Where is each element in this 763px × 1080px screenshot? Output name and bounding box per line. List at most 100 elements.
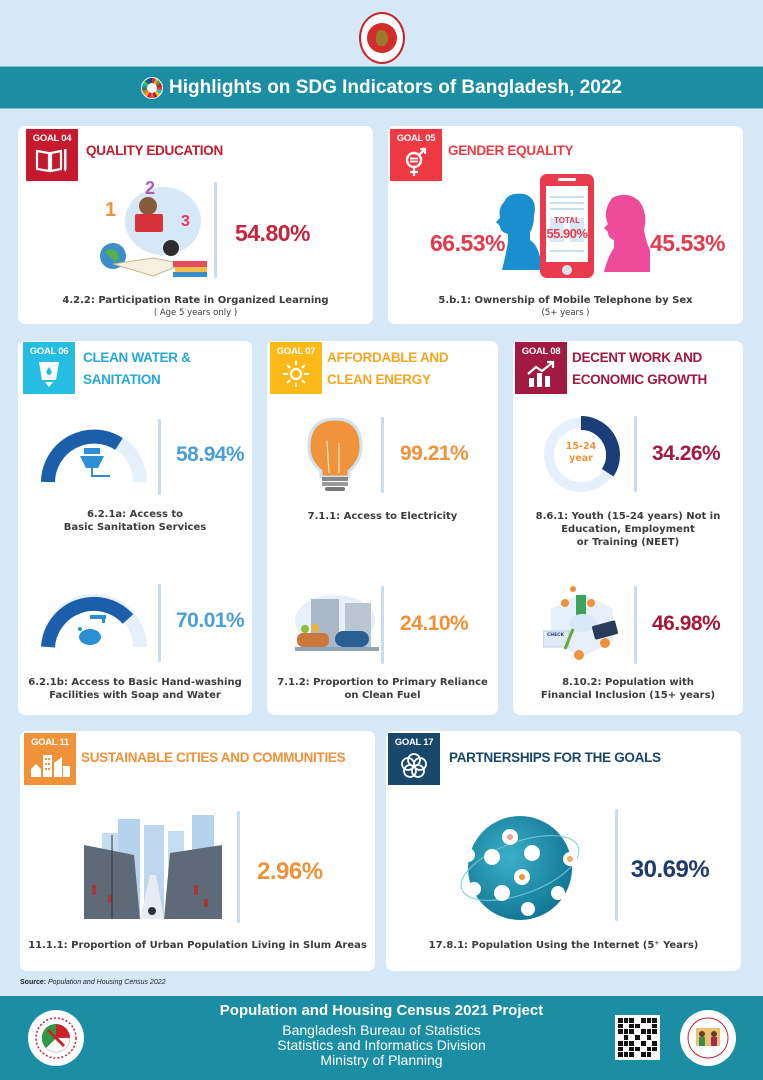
indicator-label: or Training (NEET) <box>576 537 680 548</box>
internet-value: 30.69% <box>630 856 710 883</box>
title-line: CLEAN ENERGY <box>327 372 431 387</box>
bbs-logo <box>28 1010 84 1066</box>
footer-line-2: Statistics and Informatics Division <box>277 1037 486 1053</box>
sanitation-gauge <box>41 429 147 483</box>
sdg-wheel-icon <box>141 76 164 99</box>
neet-caption: 8.6.1: Youth (15-24 years) Not in Educat… <box>513 510 743 549</box>
children-reading-illustration: 1 2 3 <box>100 178 207 277</box>
total-label: TOTAL <box>554 216 580 225</box>
government-emblem-logo <box>359 12 405 64</box>
indicator-label: Education, Employment <box>561 524 695 535</box>
svg-text:1: 1 <box>105 199 116 221</box>
internet-globe-illustration <box>460 816 580 920</box>
divider <box>615 809 618 921</box>
indicator-code: 6.2.1b: <box>28 677 68 688</box>
goal-06-number: GOAL 06 <box>29 346 69 357</box>
slum-caption: 11.1.1: Proportion of Urban Population L… <box>20 939 375 952</box>
indicator-label: Population Using the Internet (5⁺ Years) <box>471 940 699 951</box>
ring-label: 15-24 year <box>541 441 621 465</box>
goal-06-badge: GOAL 06 <box>23 342 75 394</box>
goal-08-badge: GOAL 08 <box>515 342 567 394</box>
goal-04-divider <box>214 182 217 278</box>
toilet-icon <box>80 448 110 477</box>
indicator-code: 7.1.1: <box>307 511 341 522</box>
neet-value: 34.26% <box>652 442 721 465</box>
footer-title: Population and Housing Census 2021 Proje… <box>219 1002 544 1019</box>
indicator-label: Participation Rate in Organized Learning <box>98 295 329 306</box>
goal-11-title: SUSTAINABLE CITIES AND COMMUNITIES <box>81 750 346 765</box>
handwashing-gauge <box>41 594 147 648</box>
goal-06-title: CLEAN WATER & SANITATION <box>83 347 191 391</box>
indicator-code: 8.10.2: <box>562 677 602 688</box>
partnership-flower-icon <box>401 753 427 778</box>
goal-11-number: GOAL 11 <box>31 737 69 748</box>
indicator-label: Facilities with Soap and Water <box>49 690 221 701</box>
check-label: CHECK <box>547 633 564 638</box>
clean-fuel-caption: 7.1.2: Proportion to Primary Reliance on… <box>267 676 498 702</box>
indicator-sub: (5+ years ) <box>541 308 590 318</box>
divider <box>381 586 384 664</box>
goal-17-number: GOAL 17 <box>394 737 434 748</box>
indicator-label: Basic Sanitation Services <box>63 522 207 533</box>
divider <box>237 811 240 923</box>
qr-code[interactable] <box>615 1015 660 1060</box>
title-line: DECENT WORK AND <box>572 350 702 365</box>
mobile-phone-icon <box>540 174 594 278</box>
divider <box>634 416 637 492</box>
slum-value: 2.96% <box>257 858 323 885</box>
goal-04-badge: GOAL 04 <box>26 129 78 181</box>
internet-caption: 17.8.1: Population Using the Internet (5… <box>386 939 741 952</box>
footer-line-1: Bangladesh Bureau of Statistics <box>282 1022 481 1038</box>
indicator-code: 7.1.2: <box>277 677 310 688</box>
electricity-caption: 7.1.1: Access to Electricity <box>267 510 498 523</box>
goal-05-badge: GOAL 05 <box>390 129 442 181</box>
goal-08-number: GOAL 08 <box>521 346 561 357</box>
census-family-emblem-icon <box>687 1017 729 1059</box>
goal-05-card: GOAL 05 GENDER EQUALITY TOTAL 55.90% 66.… <box>388 126 743 324</box>
goal-07-card: GOAL 07 AFFORDABLE AND CLEAN ENERGY 99.2… <box>267 341 498 715</box>
female-value: 45.53% <box>650 230 726 256</box>
title-line: CLEAN WATER & <box>83 350 191 365</box>
water-drop-glass-icon <box>39 362 59 387</box>
financial-inclusion-value: 46.98% <box>652 612 721 635</box>
goal-11-badge: GOAL 11 <box>24 733 76 785</box>
goal-04-title: QUALITY EDUCATION <box>86 143 223 158</box>
sun-icon <box>283 361 309 387</box>
indicator-label: Access to <box>129 509 184 520</box>
divider <box>381 417 384 493</box>
goal-17-card: GOAL 17 PARTNERSHIPS FOR THE GOALS 30.69… <box>386 731 741 971</box>
handwashing-caption: 6.2.1b: Access to Basic Hand-washing Fac… <box>18 676 252 702</box>
indicator-label: Population with <box>605 677 694 688</box>
urban-slum-illustration <box>84 815 222 919</box>
indicator-label: Ownership of Mobile Telephone by Sex <box>474 295 693 306</box>
goal-08-title: DECENT WORK AND ECONOMIC GROWTH <box>572 347 707 391</box>
light-bulb-icon <box>307 417 363 491</box>
gender-symbol-icon <box>405 147 427 176</box>
indicator-label: Youth (15-24 years) Not in <box>571 511 721 522</box>
growth-chart-icon <box>527 360 555 387</box>
indicator-label: Access to Electricity <box>343 511 458 522</box>
title-line: SANITATION <box>83 372 161 387</box>
electricity-value: 99.21% <box>400 442 469 465</box>
handwash-icon <box>78 615 106 645</box>
svg-text:2: 2 <box>145 178 155 198</box>
male-silhouette-icon <box>496 193 542 270</box>
sanitation-value: 58.94% <box>176 443 245 466</box>
financial-inclusion-caption: 8.10.2: Population with Financial Inclus… <box>513 676 743 702</box>
source-note: Source: Population and Housing Census 20… <box>20 979 166 986</box>
source-prefix: Source: <box>20 979 47 986</box>
goal-07-badge: GOAL 07 <box>270 342 322 394</box>
emblem-red-disc <box>367 23 397 53</box>
ring-label-age: 15-24 <box>565 441 597 452</box>
indicator-code: 11.1.1: <box>28 940 68 951</box>
clean-fuel-illustration <box>295 595 379 651</box>
title-bar: Highlights on SDG Indicators of Banglade… <box>0 66 763 109</box>
divider <box>634 586 637 664</box>
goal-04-value: 54.80% <box>235 220 311 246</box>
goal-06-card: GOAL 06 CLEAN WATER & SANITATION 58.94% … <box>18 341 252 715</box>
financial-inclusion-illustration <box>543 586 618 660</box>
divider <box>158 584 161 662</box>
female-silhouette-icon <box>604 194 650 272</box>
title-line: AFFORDABLE AND <box>327 350 449 365</box>
goal-17-badge: GOAL 17 <box>388 733 440 785</box>
